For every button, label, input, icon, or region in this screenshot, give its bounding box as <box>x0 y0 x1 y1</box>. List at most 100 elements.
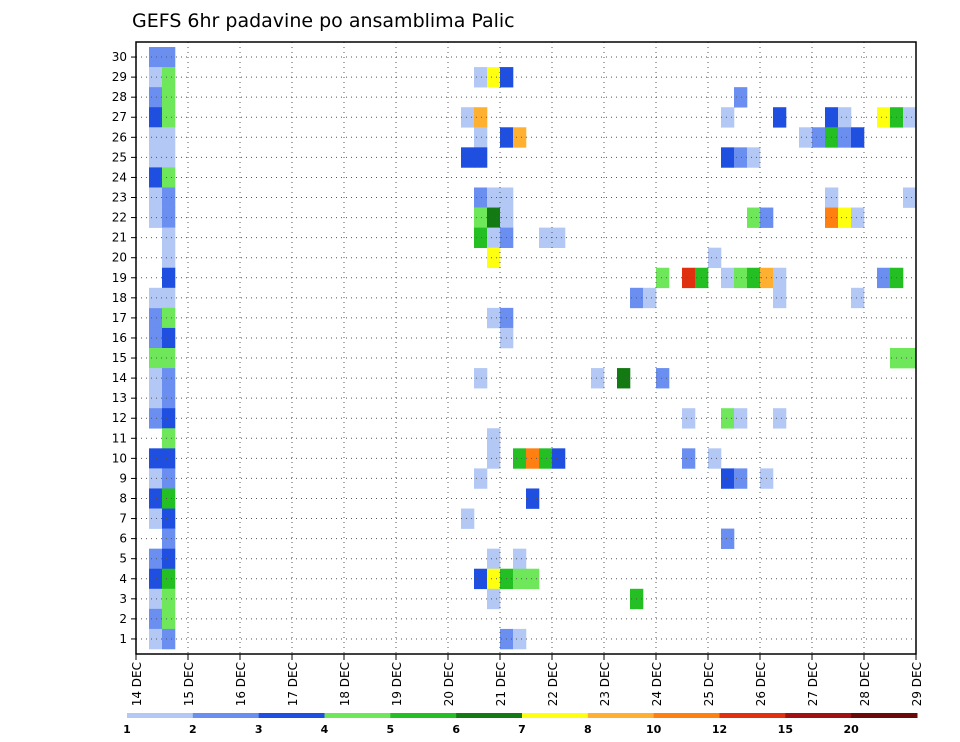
heatmap-cell <box>773 408 787 429</box>
heatmap-cell <box>162 608 176 630</box>
y-tick-label: 15 <box>112 351 127 365</box>
x-tick-label: 14 DEC <box>130 662 144 706</box>
heatmap-cell <box>149 207 163 228</box>
heatmap-cell <box>838 127 852 148</box>
legend-swatch <box>456 713 523 718</box>
legend-swatch <box>785 713 852 718</box>
y-tick-label: 30 <box>112 50 127 64</box>
heatmap-cell <box>682 408 696 429</box>
heatmap-cell <box>474 147 488 168</box>
heatmap-cell <box>526 488 540 509</box>
heatmap-cell <box>162 588 176 610</box>
heatmap-cell <box>656 267 670 289</box>
heatmap-cell <box>773 107 787 128</box>
y-tick-label: 1 <box>119 632 127 646</box>
heatmap-cell <box>734 408 748 429</box>
y-tick-label: 2 <box>119 612 127 626</box>
legend-swatch <box>522 713 589 718</box>
heatmap-cell <box>149 388 163 409</box>
heatmap-cell <box>461 107 475 128</box>
heatmap-cell <box>162 287 176 309</box>
heatmap-cell <box>708 448 722 469</box>
heatmap-cell <box>539 448 553 469</box>
legend-label: 8 <box>584 723 592 736</box>
y-tick-label: 12 <box>112 411 127 425</box>
y-tick-label: 18 <box>112 291 127 305</box>
y-tick-label: 13 <box>112 391 127 405</box>
x-tick-label: 23 DEC <box>598 662 612 706</box>
heatmap-cell <box>149 127 163 148</box>
heatmap-cell <box>162 167 176 188</box>
heatmap-cell <box>552 448 566 469</box>
heatmap-cell <box>526 568 540 590</box>
y-tick-label: 20 <box>112 251 127 265</box>
heatmap-cell <box>734 87 748 108</box>
heatmap-cell <box>708 247 722 269</box>
heatmap-cell <box>149 348 163 369</box>
heatmap-cell <box>734 147 748 168</box>
heatmap-cell <box>162 107 176 128</box>
x-tick-label: 22 DEC <box>546 662 560 706</box>
heatmap-cell <box>162 368 176 389</box>
heatmap-cell <box>149 608 163 630</box>
heatmap-cell <box>149 408 163 429</box>
y-tick-label: 23 <box>112 191 127 205</box>
heatmap-cell <box>162 568 176 590</box>
heatmap-cell <box>461 508 475 529</box>
heatmap-cell <box>487 548 501 570</box>
heatmap-cell <box>643 287 657 309</box>
y-tick-label: 24 <box>112 170 127 184</box>
y-tick-label: 25 <box>112 150 127 164</box>
heatmap-cell <box>162 87 176 108</box>
heatmap-cell <box>903 107 917 128</box>
heatmap-cell <box>149 508 163 529</box>
y-tick-label: 10 <box>112 451 127 465</box>
x-tick-label: 28 DEC <box>858 662 872 706</box>
heatmap-cell <box>903 348 917 369</box>
heatmap-cell <box>656 368 670 389</box>
y-tick-label: 11 <box>112 431 127 445</box>
heatmap-cell <box>682 267 696 289</box>
legend-swatch <box>324 713 391 718</box>
y-tick-label: 8 <box>119 491 127 505</box>
legend-swatch <box>127 713 194 718</box>
heatmap-cell <box>617 368 631 389</box>
heatmap-cell <box>162 348 176 369</box>
heatmap-cell <box>162 127 176 148</box>
chart-legend: 1 2 3 4 5 6 7 8 10 12 15 20 <box>123 713 918 736</box>
legend-label: 15 <box>778 723 793 736</box>
heatmap-cell <box>773 287 787 309</box>
heatmap-cell <box>513 448 527 469</box>
heatmap-cell <box>474 468 488 489</box>
legend-swatch <box>390 713 457 718</box>
heatmap-cell <box>149 47 163 68</box>
heatmap-cell <box>682 448 696 469</box>
heatmap-cell <box>149 568 163 590</box>
heatmap-cell <box>552 227 566 248</box>
heatmap-cell <box>474 187 488 208</box>
x-tick-label: 16 DEC <box>234 662 248 706</box>
heatmap-cell <box>747 207 761 228</box>
heatmap-cell <box>162 548 176 570</box>
heatmap-cell <box>487 588 501 610</box>
legend-swatch <box>587 713 655 718</box>
plot-frame <box>135 41 917 655</box>
heatmap-cell <box>474 368 488 389</box>
heatmap-cell <box>149 87 163 108</box>
y-tick-label: 26 <box>112 130 127 144</box>
heatmap-cell <box>162 247 176 269</box>
heatmap-cell <box>162 528 176 549</box>
heatmap-cell <box>487 247 501 269</box>
legend-label: 12 <box>712 723 727 736</box>
heatmap-cell <box>162 448 176 469</box>
heatmap-cell <box>487 428 501 449</box>
heatmap-cell <box>162 47 176 68</box>
heatmap-cell <box>474 127 488 148</box>
heatmap-cell <box>149 307 163 329</box>
heatmap-cell <box>773 267 787 289</box>
heatmap-cell <box>721 267 735 289</box>
heatmap-cell <box>487 207 501 228</box>
heatmap-cell <box>747 267 761 289</box>
heatmap-cell <box>149 187 163 208</box>
